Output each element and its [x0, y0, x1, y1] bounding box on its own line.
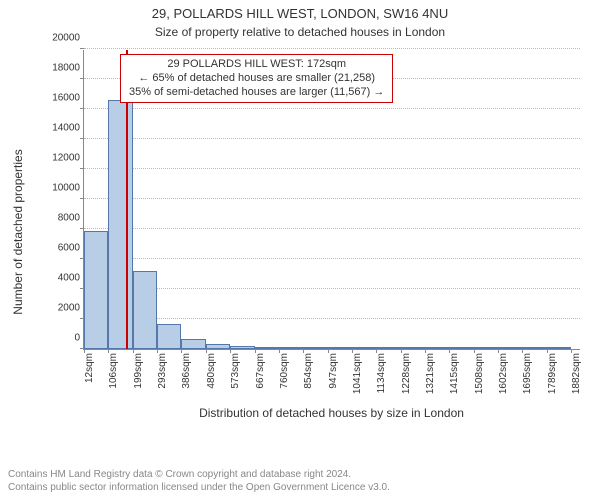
x-tick-label: 1695sqm: [522, 353, 533, 394]
y-tick-mark: [80, 168, 84, 169]
histogram-bar: [352, 347, 376, 349]
gridline: [84, 228, 580, 229]
y-axis-label: Number of detached properties: [11, 149, 25, 314]
x-tick-label: 1789sqm: [547, 353, 558, 394]
x-tick-label: 12sqm: [84, 353, 95, 383]
y-tick-label: 8000: [58, 213, 80, 224]
x-tick-label: 480sqm: [206, 353, 217, 389]
footer-line-2: Contains public sector information licen…: [8, 482, 390, 495]
histogram-bar: [255, 347, 279, 349]
x-tick-label: 760sqm: [279, 353, 290, 389]
y-tick-mark: [80, 108, 84, 109]
x-axis-label: Distribution of detached houses by size …: [83, 406, 580, 420]
gridline: [84, 288, 580, 289]
x-tick-label: 386sqm: [181, 353, 192, 389]
annotation-line-2: ← 65% of detached houses are smaller (21…: [129, 72, 384, 86]
y-tick-mark: [80, 228, 84, 229]
x-tick-label: 1415sqm: [449, 353, 460, 394]
footer-attribution: Contains HM Land Registry data © Crown c…: [8, 469, 390, 494]
histogram-bar: [230, 346, 254, 349]
x-tick-label: 1321sqm: [425, 353, 436, 394]
histogram-bar: [328, 347, 352, 349]
histogram-bar: [425, 347, 449, 349]
x-tick-label: 199sqm: [133, 353, 144, 389]
histogram-bar: [108, 100, 132, 349]
x-tick-label: 573sqm: [230, 353, 241, 389]
x-tick-label: 1508sqm: [474, 353, 485, 394]
y-tick-label: 2000: [58, 303, 80, 314]
gridline: [84, 48, 580, 49]
histogram-bar: [181, 339, 205, 350]
x-tick-label: 854sqm: [303, 353, 314, 389]
footer-line-1: Contains HM Land Registry data © Crown c…: [8, 469, 390, 482]
gridline: [84, 108, 580, 109]
histogram-bar: [401, 347, 425, 349]
x-tick-label: 106sqm: [108, 353, 119, 389]
highlight-annotation: 29 POLLARDS HILL WEST: 172sqm ← 65% of d…: [120, 54, 393, 103]
y-tick-label: 12000: [52, 153, 80, 164]
gridline: [84, 138, 580, 139]
gridline: [84, 168, 580, 169]
histogram-bar: [547, 347, 571, 349]
gridline: [84, 198, 580, 199]
x-tick-label: 1228sqm: [401, 353, 412, 394]
y-tick-mark: [80, 138, 84, 139]
histogram-bar: [522, 347, 546, 349]
histogram-bar: [206, 344, 230, 349]
x-tick-label: 667sqm: [255, 353, 266, 389]
y-tick-label: 16000: [52, 93, 80, 104]
histogram-bar: [84, 231, 108, 350]
y-tick-label: 6000: [58, 243, 80, 254]
x-tick-label: 293sqm: [157, 353, 168, 389]
histogram-bar: [279, 347, 303, 349]
y-tick-label: 18000: [52, 63, 80, 74]
histogram-bar: [376, 347, 400, 349]
y-tick-label: 20000: [52, 33, 80, 44]
y-tick-mark: [80, 48, 84, 49]
x-tick-label: 1041sqm: [352, 353, 363, 394]
x-tick-label: 1602sqm: [498, 353, 509, 394]
page-subtitle: Size of property relative to detached ho…: [0, 23, 600, 39]
page-title: 29, POLLARDS HILL WEST, LONDON, SW16 4NU: [0, 0, 600, 23]
annotation-line-1: 29 POLLARDS HILL WEST: 172sqm: [129, 58, 384, 72]
annotation-line-3: 35% of semi-detached houses are larger (…: [129, 86, 384, 100]
chart-container: 29, POLLARDS HILL WEST, LONDON, SW16 4NU…: [0, 0, 600, 500]
histogram-bar: [303, 347, 327, 349]
y-tick-mark: [80, 78, 84, 79]
y-tick-label: 4000: [58, 273, 80, 284]
gridline: [84, 318, 580, 319]
gridline: [84, 258, 580, 259]
histogram-bar: [157, 324, 181, 350]
y-tick-label: 10000: [52, 183, 80, 194]
histogram-bar: [449, 347, 473, 349]
y-tick-label: 0: [74, 333, 80, 344]
histogram-bar: [498, 347, 522, 349]
x-tick-label: 947sqm: [328, 353, 339, 389]
x-tick-label: 1882sqm: [571, 353, 582, 394]
x-tick-label: 1134sqm: [376, 353, 387, 393]
histogram-bar: [474, 347, 498, 349]
y-tick-label: 14000: [52, 123, 80, 134]
histogram-bar: [133, 271, 157, 349]
y-tick-mark: [80, 198, 84, 199]
